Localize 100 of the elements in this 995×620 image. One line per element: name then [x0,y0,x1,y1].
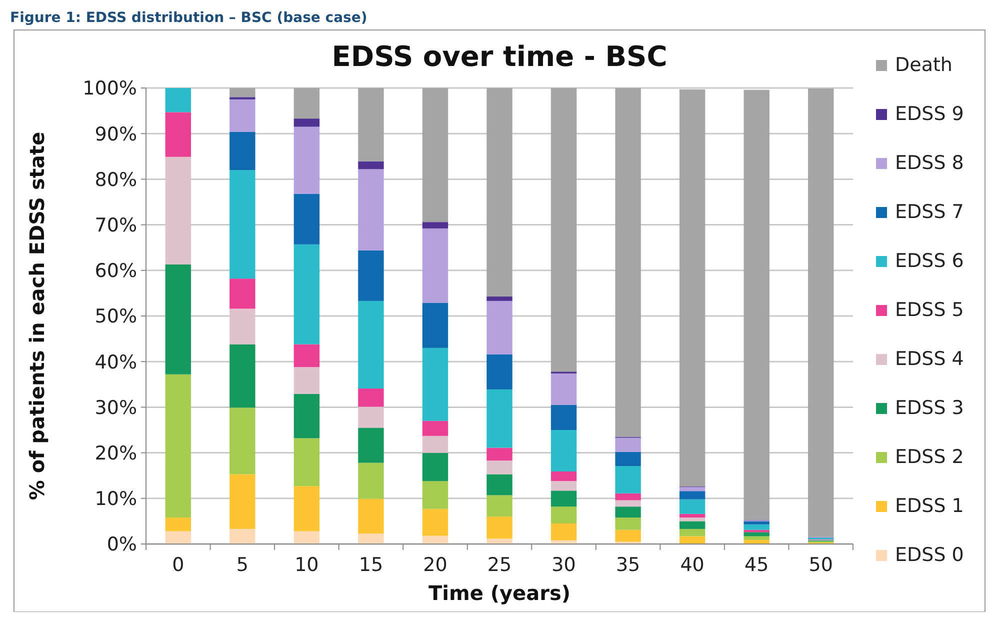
x-tick-label: 5 [236,554,248,576]
bar [486,354,512,390]
x-axis-title: Time (years) [428,581,571,605]
y-tick-label: 10% [94,488,137,510]
bar [165,531,191,544]
bar [550,404,577,430]
bar [615,438,641,452]
bar [744,532,770,536]
bar [358,88,384,162]
bar [679,491,706,500]
y-tick-label: 70% [94,214,137,236]
bar [294,88,320,119]
bar [550,471,577,482]
bar [615,518,641,530]
y-tick-label: 60% [94,260,137,282]
bar [230,278,256,309]
bar [615,530,641,542]
bar [486,538,512,544]
bar [230,528,256,544]
bar [230,474,256,529]
bar [422,222,448,228]
bar [294,118,320,127]
legend-label: EDSS 8 [895,152,964,174]
bar [230,408,256,474]
legend-label: EDSS 6 [895,250,964,272]
y-axis-title: % of patients in each EDSS state [25,132,49,500]
bar [744,90,770,520]
bar [486,296,512,301]
bar [358,300,384,389]
bar [165,374,191,518]
bar [422,420,448,436]
x-tick-label: 30 [552,554,576,576]
legend-label: EDSS 3 [895,397,964,419]
x-tick-label: 25 [487,554,512,576]
bar [615,500,641,507]
bar [422,228,448,303]
bar [550,481,577,491]
legend-label: EDSS 5 [895,299,964,321]
bar [358,250,384,301]
bar [486,88,512,296]
bar [230,308,256,344]
x-tick-label: 40 [680,554,704,576]
bar [744,536,770,540]
bar [550,523,577,540]
bar [679,499,706,514]
bar [294,344,320,368]
y-tick-label: 80% [94,168,137,191]
y-tick-label: 30% [94,396,137,419]
y-tick-label: 50% [94,306,137,328]
x-tick-label: 45 [744,554,769,576]
bar [165,156,191,264]
bar [486,474,512,496]
bar [679,89,706,487]
bar [486,460,512,474]
bar [744,521,770,524]
bar [486,516,512,539]
bar [422,536,448,544]
bar [358,388,384,407]
bar [358,161,384,170]
y-tick-label: 90% [94,123,137,146]
bar [550,88,577,372]
x-tick-label: 0 [172,554,184,576]
bar [358,169,384,250]
caption: Figure 1: EDSS distribution – BSC (base case) [10,10,368,26]
bar [615,88,641,437]
bar [294,244,320,344]
bar [422,452,448,482]
bar [358,534,384,544]
bar [294,194,320,244]
y-tick-label: 40% [94,351,137,374]
y-tick-label: 0% [106,534,137,556]
bar [615,466,641,494]
bar [679,521,706,529]
bar [550,373,577,405]
bar [294,367,320,394]
bar [679,514,706,518]
bar [358,498,384,534]
bar [358,406,384,428]
bar [615,452,641,466]
x-tick-label: 15 [358,554,384,576]
bar [486,300,512,354]
bar [230,99,256,132]
bar [230,132,256,170]
bar [230,88,256,98]
bar [744,524,770,530]
bar [165,88,191,112]
bar [294,126,320,194]
bar [230,344,256,408]
bar [422,302,448,348]
x-tick-label: 50 [808,554,833,576]
bar [422,436,448,453]
bar [165,112,191,157]
bar [679,518,706,522]
bar [165,518,191,532]
bar [165,264,191,374]
bar [615,506,641,518]
legend-label: EDSS 1 [895,495,964,517]
bar [808,88,834,538]
bar [550,490,577,507]
legend-label: EDSS 0 [895,544,964,566]
